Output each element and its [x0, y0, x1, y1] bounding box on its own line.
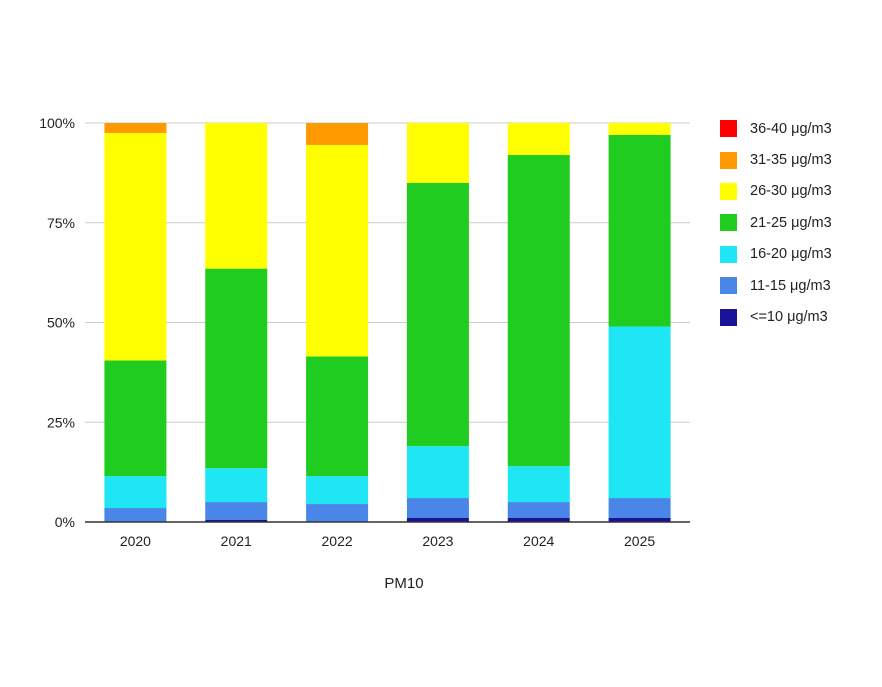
legend-item: 26-30 μg/m3 [720, 176, 832, 207]
bar-segment [608, 326, 671, 499]
bar-segment [104, 508, 167, 522]
legend-item: <=10 μg/m3 [720, 301, 832, 332]
gridlines [85, 122, 690, 423]
bar-segment [406, 446, 469, 499]
bar-segment [205, 502, 268, 521]
legend-label: 21-25 μg/m3 [750, 214, 832, 231]
x-tick-label: 2023 [422, 533, 453, 549]
legend-item: 16-20 μg/m3 [720, 239, 832, 270]
bar-segment [306, 476, 369, 505]
bar-segment [406, 518, 469, 522]
bar-segment [205, 268, 268, 469]
bar-segment [205, 520, 268, 522]
bar-segment [406, 123, 469, 183]
bar-segment [507, 518, 570, 522]
legend-label: <=10 μg/m3 [750, 309, 828, 326]
bar-segment [205, 468, 268, 503]
legend-item: 11-15 μg/m3 [720, 270, 832, 301]
bar-segment [306, 123, 369, 145]
bar-segment [507, 466, 570, 503]
bar-segment [306, 144, 369, 357]
y-tick-label: 25% [47, 414, 75, 430]
legend-swatch [720, 277, 737, 295]
legend-item: 21-25 μg/m3 [720, 207, 832, 238]
bar-segment [507, 154, 570, 467]
y-tick-label: 100% [39, 115, 75, 131]
bar-segment [608, 123, 671, 135]
y-tick-label: 0% [55, 514, 75, 530]
bar-segment [205, 123, 268, 269]
bar-segment [507, 123, 570, 155]
x-tick-label: 2020 [120, 533, 151, 549]
legend-item: 36-40 μg/m3 [720, 113, 832, 144]
legend-label: 16-20 μg/m3 [750, 246, 832, 263]
legend-swatch [720, 151, 737, 169]
bar-segment [104, 476, 167, 509]
legend: 36-40 μg/m3 31-35 μg/m3 26-30 μg/m3 21-25 μ… [720, 113, 832, 333]
bar-segment [104, 360, 167, 477]
bar-segment [406, 182, 469, 447]
legend-swatch [720, 245, 737, 263]
bar-segment [608, 518, 671, 522]
x-tick-label: 2025 [624, 533, 655, 549]
bar-segment [608, 134, 671, 327]
y-tick-label: 75% [47, 215, 75, 231]
bar-segment [608, 498, 671, 519]
bar-segment [406, 498, 469, 519]
legend-swatch [720, 214, 737, 232]
bar-segment [306, 356, 369, 477]
legend-label: 36-40 μg/m3 [750, 120, 832, 137]
legend-swatch [720, 120, 737, 138]
bar-segment [306, 504, 369, 522]
y-tick-label: 50% [47, 315, 75, 331]
x-tick-label: 2022 [322, 533, 353, 549]
legend-item: 31-35 μg/m3 [720, 144, 832, 175]
bar-segment [104, 123, 167, 133]
x-axis-label: PM10 [384, 575, 423, 592]
x-tick-label: 2024 [523, 533, 554, 549]
bar-segment [507, 502, 570, 519]
legend-label: 11-15 μg/m3 [750, 277, 831, 294]
legend-swatch [720, 182, 737, 200]
bars [104, 123, 671, 522]
legend-swatch [720, 308, 737, 326]
x-tick-label: 2021 [221, 533, 252, 549]
legend-label: 31-35 μg/m3 [750, 152, 832, 169]
legend-label: 26-30 μg/m3 [750, 183, 832, 200]
axes: 0% 25% 50% 75% 100% 2020 2021 2022 2023 2024 2025 [39, 115, 690, 549]
bar-segment [104, 132, 167, 361]
